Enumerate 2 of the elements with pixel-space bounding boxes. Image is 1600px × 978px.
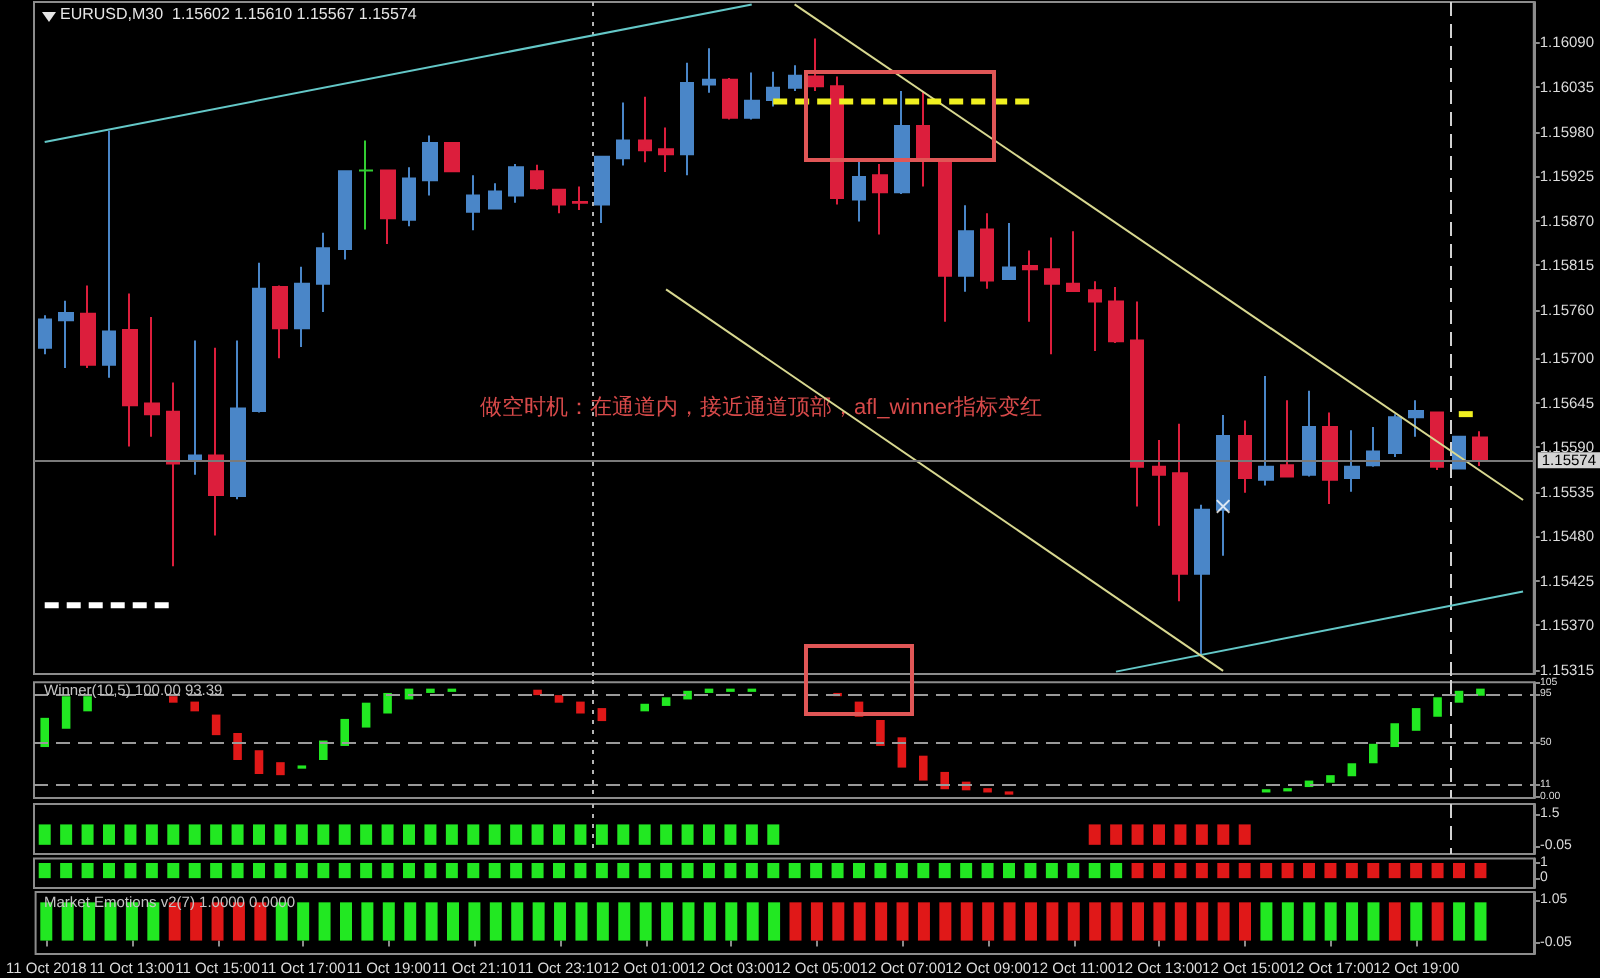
annotation: 做空时机：在通道内，接近通道顶部，afl_winner指标变红 [480, 393, 1043, 420]
chart-title: EURUSD,M30 1.15602 1.15610 1.15567 1.15574 [60, 5, 418, 23]
